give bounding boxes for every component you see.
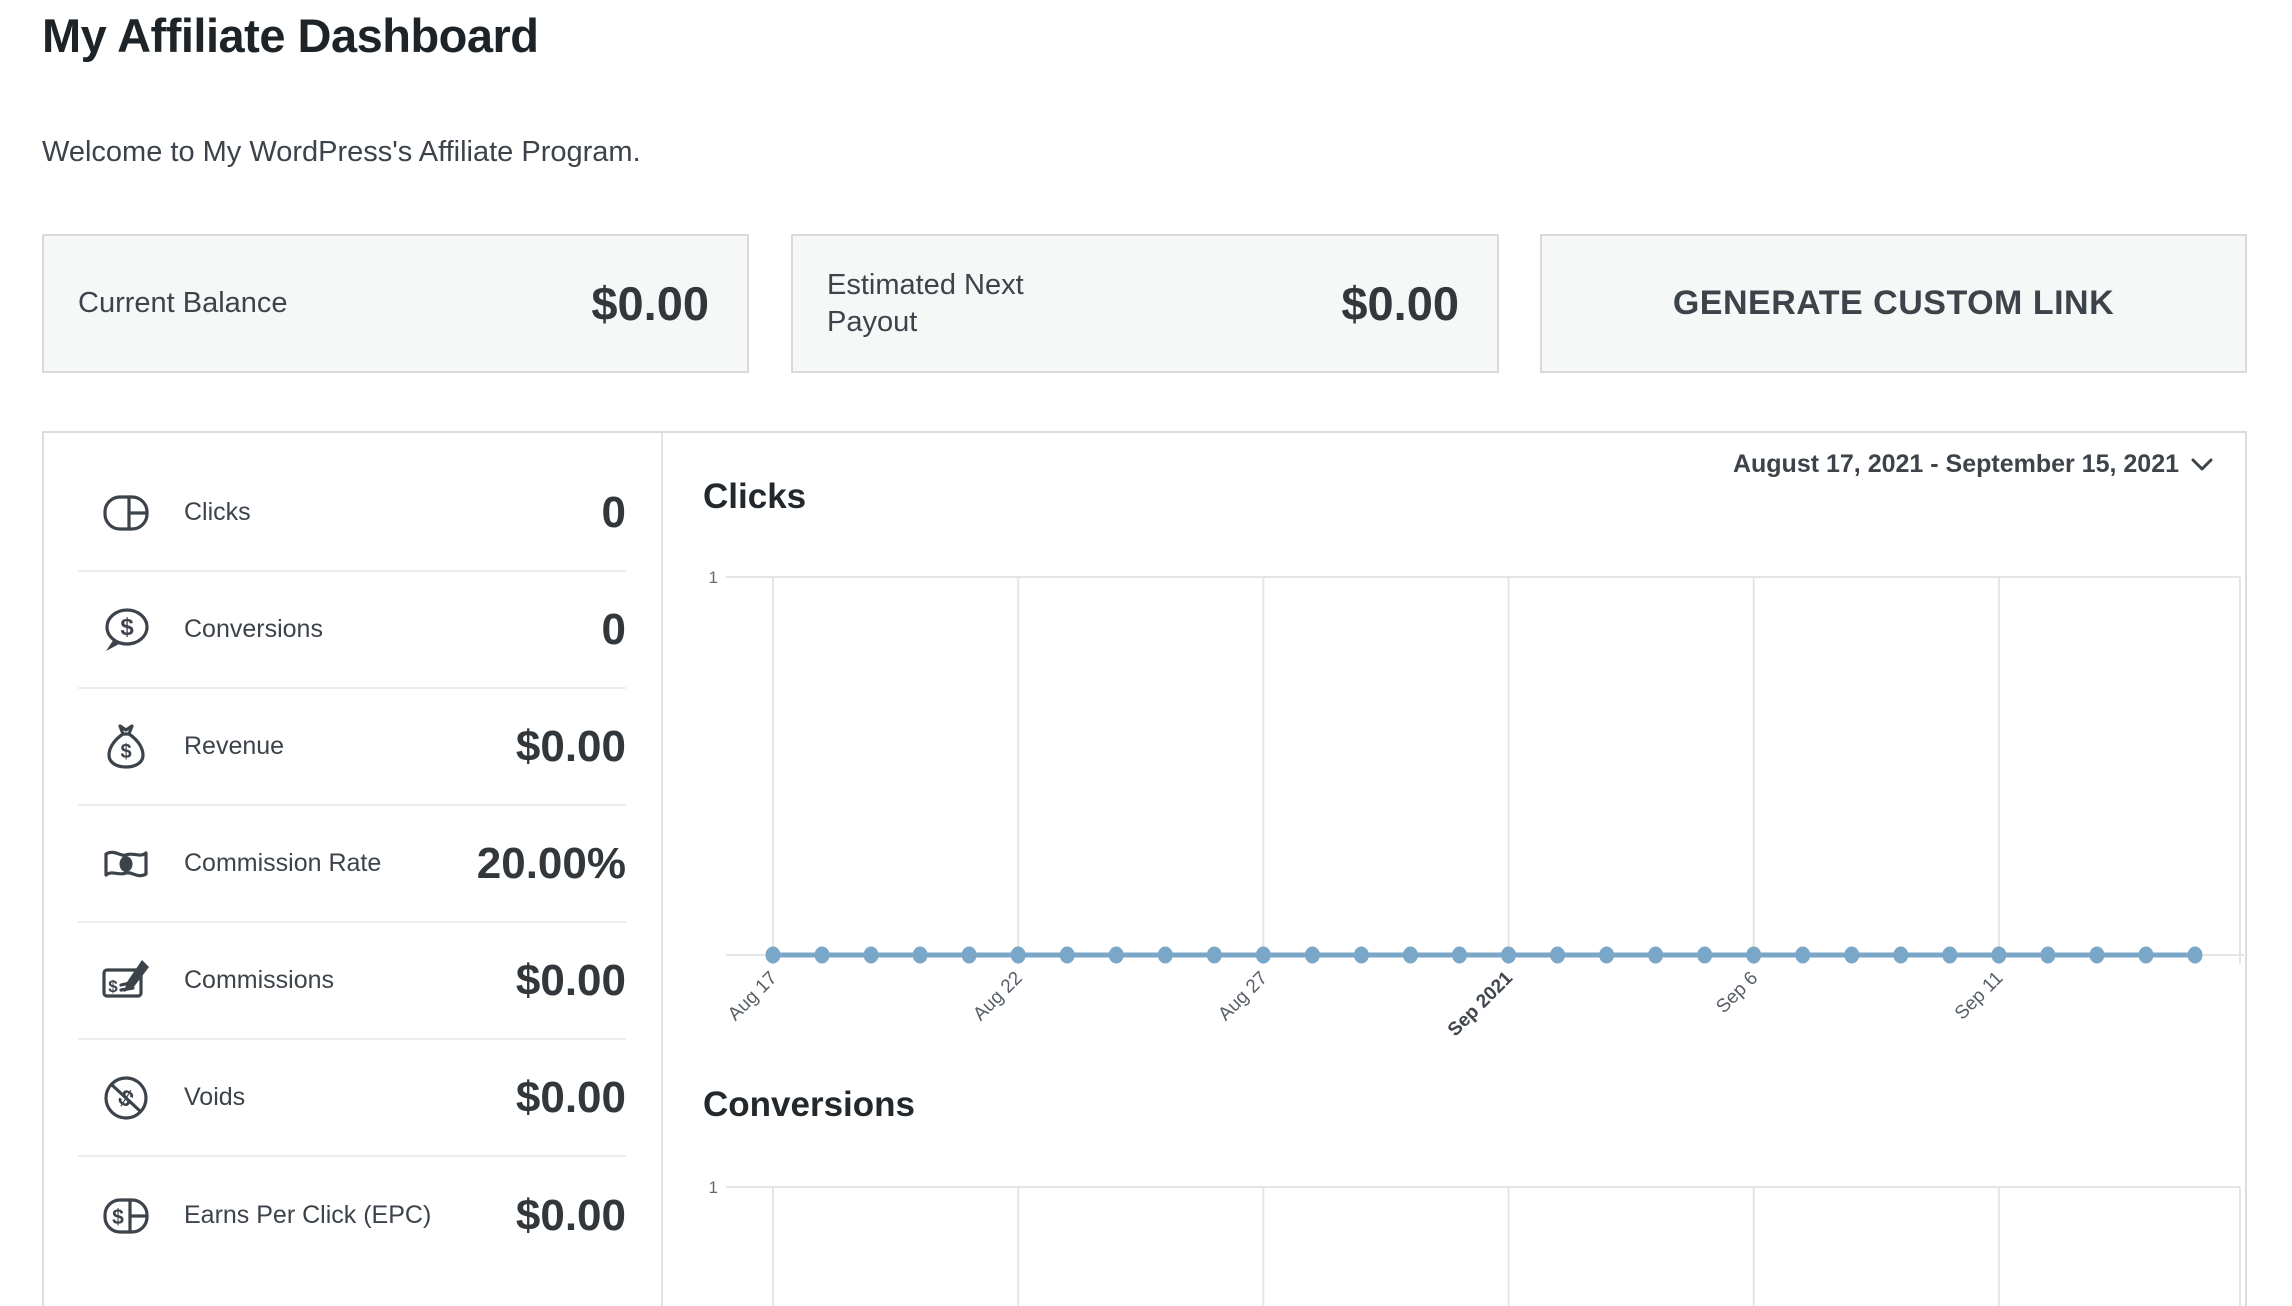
stat-value: $0.00 (515, 721, 626, 771)
stat-row-clicks: Clicks 0 (78, 455, 626, 572)
svg-text:$: $ (120, 741, 131, 763)
svg-text:$: $ (112, 1206, 124, 1229)
svg-text:$: $ (108, 977, 118, 996)
revenue-icon: $ (107, 723, 145, 769)
stat-label: Commission Rate (184, 849, 382, 877)
generate-custom-link-button[interactable]: GENERATE CUSTOM LINK (1540, 234, 2247, 373)
stat-row-commission-rate: Commission Rate 20.00% (78, 806, 626, 923)
stats-list: Clicks 0 $ Conversions 0 $ Revenue (78, 455, 626, 1274)
panel-divider (661, 433, 663, 1306)
stat-label: Earns Per Click (EPC) (184, 1201, 432, 1229)
date-range-selector[interactable]: August 17, 2021 - September 15, 2021 (1727, 449, 2219, 480)
estimated-next-payout-box: Estimated Next Payout $0.00 (791, 234, 1499, 373)
stat-label: Revenue (184, 732, 285, 760)
chevron-down-icon (2191, 458, 2213, 470)
stat-value: 0 (601, 487, 626, 537)
stat-row-commissions: $ Commissions $0.00 (78, 923, 626, 1040)
date-range-label: August 17, 2021 - September 15, 2021 (1732, 450, 2179, 478)
stat-label: Commissions (184, 966, 335, 994)
stat-row-revenue: $ Revenue $0.00 (78, 689, 626, 806)
stat-label: Conversions (184, 615, 323, 643)
svg-text:$: $ (120, 614, 134, 641)
clicks-icon (103, 494, 149, 531)
stat-row-conversions: $ Conversions 0 (78, 572, 626, 689)
stat-label: Clicks (184, 498, 251, 526)
clicks-chart: 1 Aug 17 Aug 22 Aug 27 Sep 2021 Sep 6 Sep 11 (709, 568, 2244, 1041)
stat-value: 0 (601, 604, 626, 654)
estimated-next-payout-value: $0.00 (1341, 277, 1459, 330)
current-balance-label: Current Balance (78, 287, 288, 320)
voids-icon: $ (104, 1075, 148, 1120)
stat-value: $0.00 (515, 1072, 626, 1122)
stat-label: Voids (184, 1083, 246, 1111)
stat-value: $0.00 (515, 955, 626, 1005)
current-balance-value: $0.00 (591, 277, 709, 330)
current-balance-box: Current Balance $0.00 (42, 234, 749, 373)
svg-text:Sep 11: Sep 11 (1951, 968, 2007, 1024)
svg-text:Aug 22: Aug 22 (969, 968, 1026, 1025)
stat-value: $0.00 (515, 1190, 626, 1240)
stat-row-epc: $ Earns Per Click (EPC) $0.00 (78, 1157, 626, 1274)
affiliate-stats-panel: Clicks 0 $ Conversions 0 $ Revenue (42, 431, 2247, 1306)
clicks-chart-title: Clicks (703, 477, 807, 516)
stat-row-voids: $ Voids $0.00 (78, 1040, 626, 1157)
svg-text:Aug 17: Aug 17 (724, 968, 781, 1025)
epc-icon: $ (103, 1197, 149, 1234)
svg-text:Aug 27: Aug 27 (1214, 968, 1271, 1025)
commissions-icon: $ (102, 959, 149, 998)
svg-text:1: 1 (709, 1178, 718, 1197)
page-title: My Affiliate Dashboard (42, 9, 539, 62)
welcome-text: Welcome to My WordPress's Affiliate Prog… (42, 136, 641, 168)
conversions-icon: $ (105, 607, 149, 651)
commission-rate-icon (104, 850, 148, 877)
svg-text:Sep 2021: Sep 2021 (1444, 967, 1517, 1040)
conversions-chart-title: Conversions (703, 1085, 915, 1124)
svg-text:1: 1 (709, 568, 718, 587)
stat-value: 20.00% (476, 838, 626, 888)
estimated-next-payout-label: Estimated Next Payout (827, 269, 1024, 338)
svg-text:Sep 6: Sep 6 (1712, 968, 1762, 1018)
